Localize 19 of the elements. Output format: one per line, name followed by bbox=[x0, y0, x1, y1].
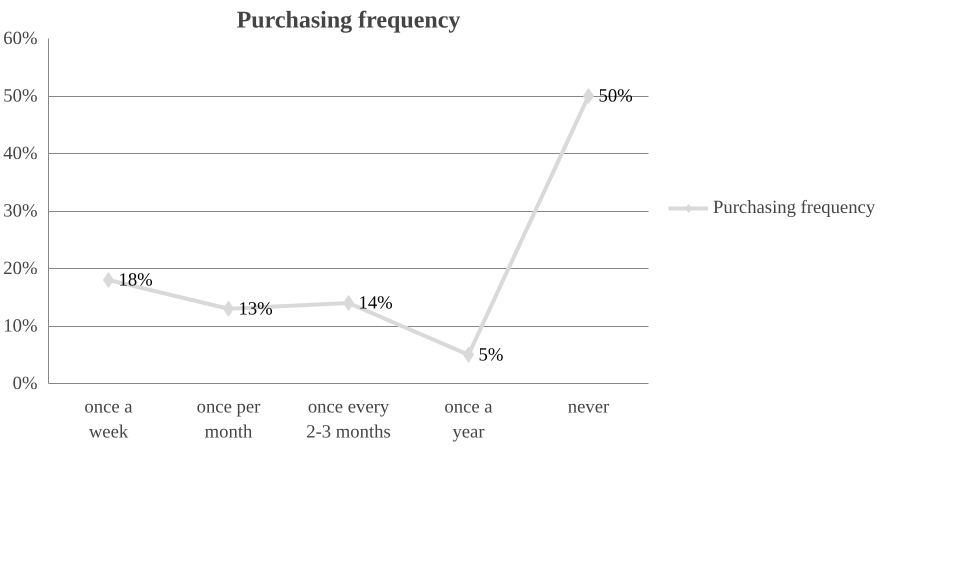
x-tick-label: once every 2-3 months bbox=[306, 396, 391, 443]
data-label: 18% bbox=[118, 270, 153, 290]
y-tick-label: 60% bbox=[3, 28, 38, 49]
legend-label: Purchasing frequency bbox=[713, 197, 876, 219]
x-tick-label: once a week bbox=[84, 396, 134, 443]
y-tick-label: 10% bbox=[3, 316, 38, 336]
x-tick-label: once a year bbox=[444, 396, 494, 443]
data-label: 13% bbox=[238, 298, 273, 320]
chart-title: Purchasing frequency bbox=[236, 8, 460, 34]
y-tick-label: 0% bbox=[12, 373, 38, 394]
data-label: 50% bbox=[598, 86, 633, 106]
y-tick-label: 30% bbox=[3, 200, 38, 222]
y-tick-label: 20% bbox=[3, 258, 38, 279]
y-tick-label: 50% bbox=[3, 86, 38, 106]
x-tick-label: once per month bbox=[196, 396, 262, 443]
data-label: 5% bbox=[478, 344, 504, 366]
y-tick-label: 40% bbox=[3, 143, 38, 164]
x-tick-label: never bbox=[568, 396, 610, 418]
data-label: 14% bbox=[358, 292, 393, 314]
